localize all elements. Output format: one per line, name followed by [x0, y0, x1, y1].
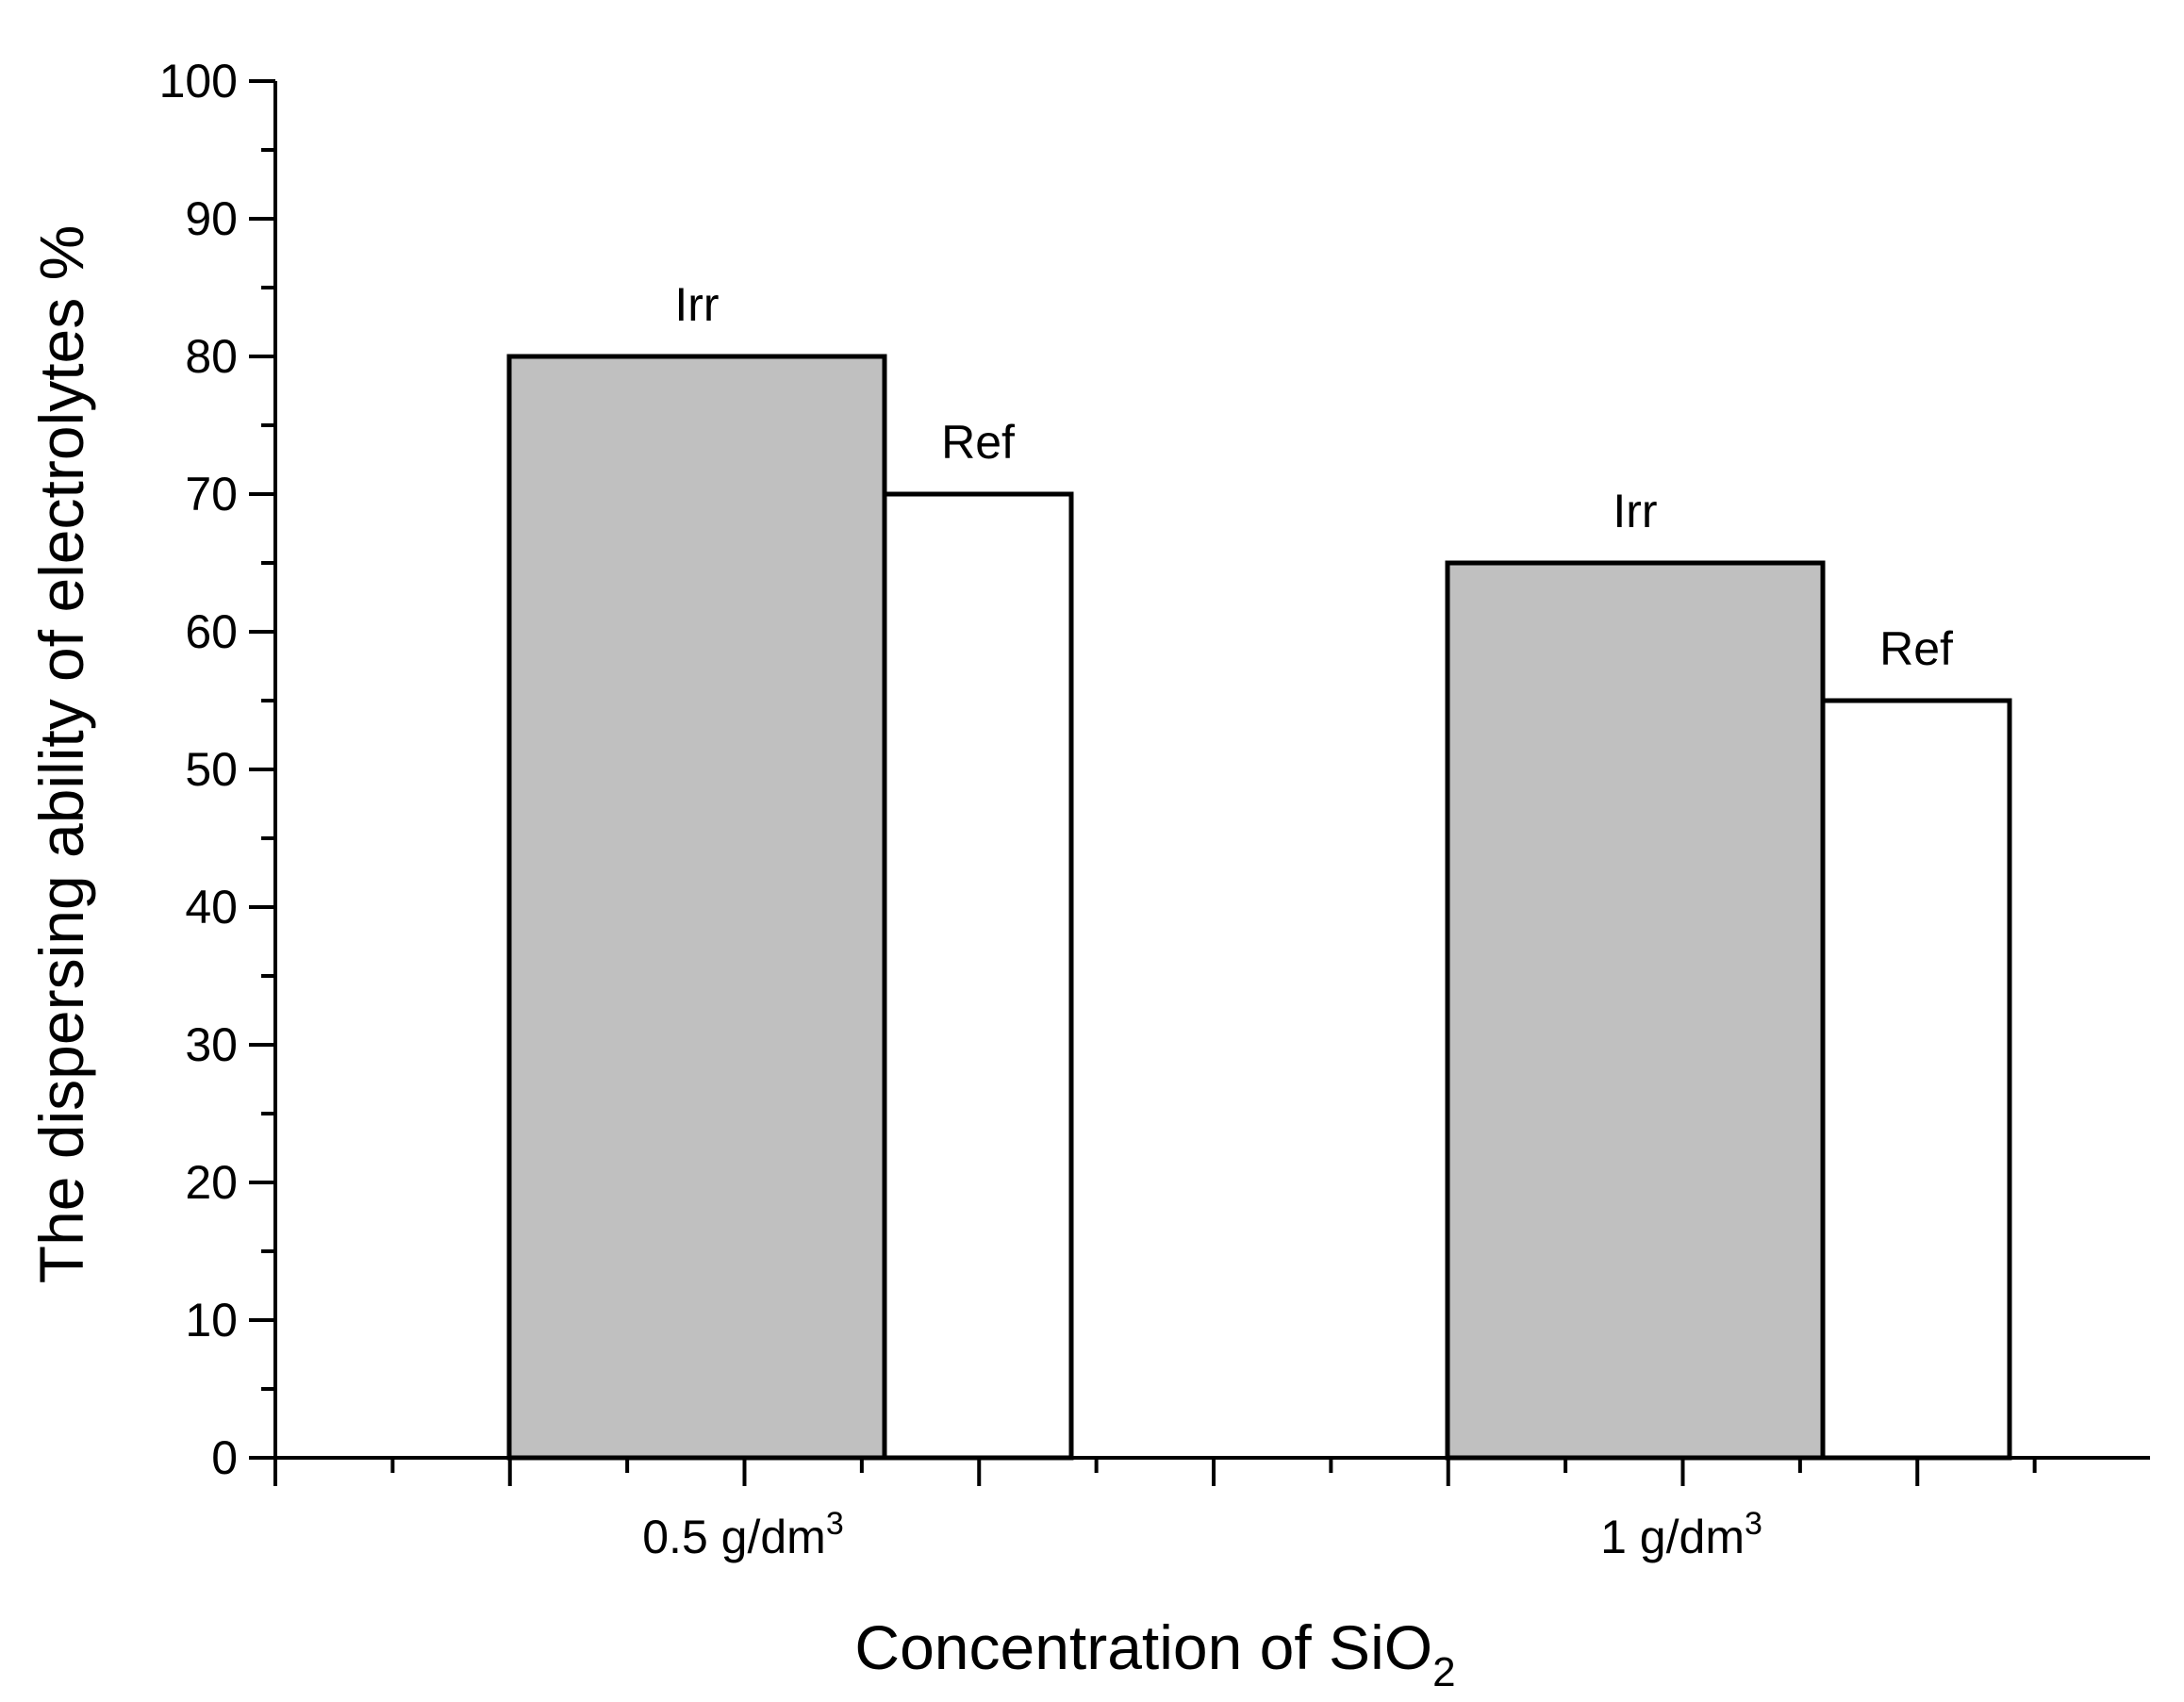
bar-label-irr-1: Irr — [674, 278, 719, 331]
bar-label-ref-2: Ref — [1879, 622, 1953, 675]
y-tick-label: 60 — [185, 605, 238, 658]
y-tick-label: 100 — [159, 55, 238, 107]
bars-group — [506, 354, 2012, 1461]
labels-group: Irr Irr Ref Ref 0 10 20 30 40 50 60 70 80 90 100 0.5 g/… — [159, 55, 1953, 1563]
x-tick-label-2: 1 g/dm3 — [1600, 1506, 1762, 1563]
y-tick-label: 30 — [185, 1018, 238, 1071]
y-tick-label: 10 — [185, 1294, 238, 1347]
y-tick-label: 40 — [185, 881, 238, 934]
bar-ref-1 — [882, 491, 1074, 1461]
y-tick-label: 20 — [185, 1156, 238, 1209]
y-tick-label: 0 — [211, 1431, 238, 1484]
y-tick-label: 80 — [185, 330, 238, 383]
axes-group — [249, 79, 2150, 1486]
x-axis-title-main: Concentration of SiO — [854, 1612, 1432, 1682]
bar-label-ref-1: Ref — [941, 416, 1015, 469]
bar-irr-1 — [506, 354, 887, 1461]
bar-label-irr-2: Irr — [1613, 485, 1657, 537]
x-axis-title: Concentration of SiO2 — [854, 1612, 1455, 1695]
bar-irr-2 — [1445, 560, 1826, 1461]
y-tick-label: 90 — [185, 192, 238, 245]
y-tick-label: 50 — [185, 743, 238, 796]
x-tick-label-1: 0.5 g/dm3 — [642, 1506, 843, 1563]
y-tick-label: 70 — [185, 468, 238, 521]
x-axis-title-subscript: 2 — [1432, 1649, 1455, 1695]
bar-ref-2 — [1820, 698, 2012, 1461]
y-axis-title: The dispersing ability of electrolytes % — [26, 225, 96, 1284]
